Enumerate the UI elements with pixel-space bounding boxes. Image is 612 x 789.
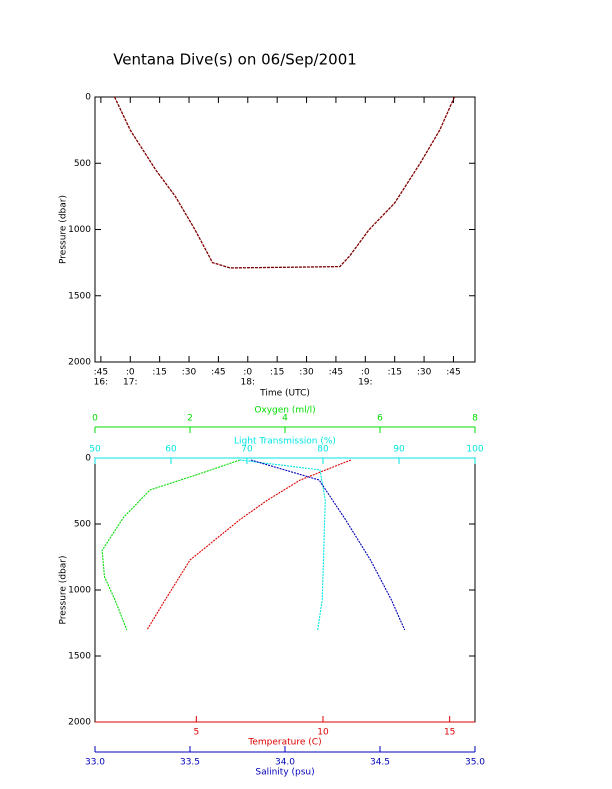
x-tick-label: 4 — [282, 414, 288, 424]
x-tick-label: 90 — [393, 445, 405, 455]
x-tick-label: 2 — [187, 414, 193, 424]
x-tick-label: 100 — [466, 445, 483, 455]
x-tick-label: 0 — [92, 414, 98, 424]
x-tick-label: :0 — [243, 368, 252, 378]
y-tick-label: 2000 — [68, 718, 91, 728]
x-axis-label: Oxygen (ml/l) — [254, 406, 315, 416]
y-tick-label: 2000 — [68, 358, 91, 368]
dive-line — [114, 96, 456, 269]
x-tick-label: :45 — [446, 368, 460, 378]
x-tick-hour-label: 16: — [94, 378, 108, 388]
y-tick-label: 1500 — [68, 652, 91, 662]
x-tick-label: :45 — [329, 368, 343, 378]
x-tick-label: 33.0 — [85, 758, 105, 768]
plot-frame — [94, 457, 476, 723]
x-tick-label: :0 — [361, 368, 370, 378]
y-tick-label: 1000 — [68, 586, 91, 596]
x-tick-label: 35.0 — [465, 758, 485, 768]
y-tick-label: 0 — [85, 93, 91, 103]
x-tick-label: 10 — [317, 728, 329, 738]
x-tick-label: 50 — [89, 445, 101, 455]
x-axis-label: Light Transmission (%) — [234, 437, 336, 447]
x-axis-label: Salinity (psu) — [255, 768, 314, 778]
y-tick-label: 0 — [85, 454, 91, 464]
x-tick-label: :0 — [126, 368, 135, 378]
x-tick-hour-label: 18: — [241, 378, 255, 388]
y-axis-label: Pressure (dbar) — [59, 556, 69, 625]
profile-line — [101, 459, 241, 631]
plot-frame — [94, 96, 476, 363]
x-tick-label: :30 — [182, 368, 197, 378]
y-tick-label: 500 — [74, 159, 91, 169]
x-tick-label: 80 — [317, 445, 329, 455]
chart-title: Ventana Dive(s) on 06/Sep/2001 — [113, 51, 357, 69]
x-tick-label: 6 — [377, 414, 383, 424]
x-tick-label: 34.0 — [275, 758, 295, 768]
x-tick-label: 15 — [444, 728, 455, 738]
x-tick-label: 5 — [193, 728, 199, 738]
x-tick-hour-label: 17: — [123, 378, 137, 388]
x-axis-label: Time (UTC) — [259, 389, 310, 399]
x-tick-label: :30 — [417, 368, 432, 378]
x-tick-label: 34.5 — [370, 758, 390, 768]
x-axis-label: Temperature (C) — [247, 738, 321, 748]
y-axis-label: Pressure (dbar) — [59, 195, 69, 264]
y-tick-label: 1000 — [68, 225, 91, 235]
x-tick-label: :15 — [152, 368, 166, 378]
y-tick-label: 1500 — [68, 291, 91, 301]
profile-line — [250, 459, 406, 631]
x-tick-label: :45 — [94, 368, 108, 378]
profile-line — [146, 459, 352, 631]
x-tick-label: :45 — [211, 368, 225, 378]
x-tick-label: 8 — [472, 414, 478, 424]
y-tick-label: 500 — [74, 520, 91, 530]
x-tick-label: :15 — [270, 368, 284, 378]
x-tick-label: 70 — [241, 445, 253, 455]
profile-line — [239, 459, 326, 631]
x-tick-hour-label: 19: — [358, 378, 372, 388]
x-tick-label: :15 — [387, 368, 401, 378]
x-tick-label: 33.5 — [180, 758, 200, 768]
x-tick-label: 60 — [165, 445, 177, 455]
x-tick-label: :30 — [299, 368, 314, 378]
